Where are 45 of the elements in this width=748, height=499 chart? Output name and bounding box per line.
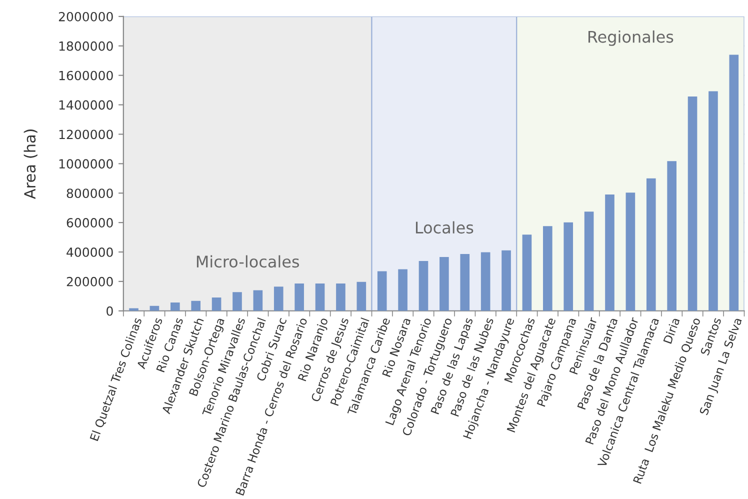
bar: [543, 226, 552, 311]
y-tick-label: 1600000: [59, 70, 113, 80]
bar: [129, 308, 138, 311]
bar: [315, 283, 325, 311]
bar: [626, 192, 636, 311]
bar: [212, 297, 222, 311]
bar: [253, 290, 263, 311]
bar: [440, 257, 449, 311]
y-tick-label: 1200000: [59, 130, 113, 140]
bar: [502, 250, 511, 311]
bar: [232, 292, 242, 311]
bar: [584, 212, 594, 311]
bar: [294, 283, 304, 311]
bar: [688, 96, 698, 311]
bar: [729, 54, 739, 311]
band-label: Regionales: [588, 30, 674, 46]
y-tick-label: 1800000: [59, 41, 113, 51]
band-label: Micro-locales: [196, 255, 300, 268]
y-tick-label: 400000: [66, 247, 113, 257]
bar: [667, 161, 676, 311]
bar: [708, 91, 718, 311]
y-tick-label: 1400000: [59, 100, 113, 110]
bar: [418, 260, 428, 311]
band-label: Locales: [416, 221, 474, 234]
y-tick-label: 2000000: [58, 12, 113, 22]
y-tick-label: 800000: [66, 188, 113, 198]
x-tick-label: Diria: [662, 317, 680, 344]
bar: [398, 269, 408, 311]
y-tick-label: 0: [106, 306, 113, 316]
bar: [274, 286, 284, 311]
bar: [480, 252, 490, 311]
bar: [605, 194, 614, 311]
bar: [336, 283, 346, 311]
bar: [170, 302, 180, 311]
y-tick-label: 200000: [66, 276, 113, 286]
bar: [646, 178, 656, 311]
bar: [564, 222, 574, 311]
bar: [356, 282, 366, 311]
bar: [377, 271, 387, 311]
y-tick-label: 1000000: [59, 159, 113, 169]
bar: [522, 234, 532, 311]
y-tick-label: 600000: [66, 218, 113, 228]
bar: [460, 254, 470, 311]
bar: [191, 300, 201, 311]
y-axis-title: Area (ha): [24, 130, 38, 200]
